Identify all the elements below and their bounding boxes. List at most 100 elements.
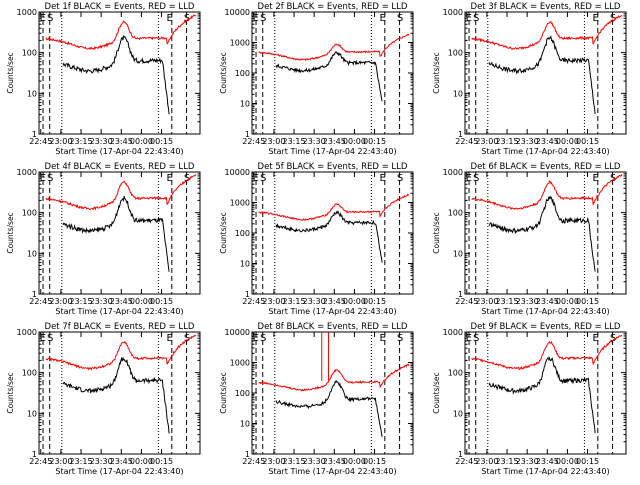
x-tick-label: 23:15 [70, 297, 93, 306]
marker-e-left: E [466, 333, 472, 344]
plot-frame [464, 331, 627, 455]
x-tick-label: 00:00 [343, 457, 366, 466]
x-tick-label: 00:15 [576, 137, 599, 146]
y-tick-label: 100 [235, 229, 250, 238]
y-tick-label: 100 [235, 389, 250, 398]
x-tick-label: 23:00 [475, 457, 498, 466]
marker-s-right: S [610, 173, 616, 184]
x-tick-label: 22:45 [242, 137, 265, 146]
y-axis-label: Counts/sec [6, 52, 15, 93]
x-tick-label: 23:00 [262, 457, 285, 466]
marker-e-right: E [592, 13, 598, 24]
marker-s-left: S [260, 13, 266, 24]
y-axis-label: Counts/sec [219, 372, 228, 413]
y-tick-label: 100 [235, 69, 250, 78]
x-tick-label: 00:00 [556, 297, 579, 306]
x-tick-label: 00:00 [130, 137, 153, 146]
x-tick-label: 22:45 [455, 297, 478, 306]
y-tick-label: 10 [453, 249, 463, 258]
marker-e-right: E [592, 333, 598, 344]
plot-frame [464, 171, 627, 295]
series-lld-line [45, 14, 197, 51]
x-tick-label: 23:45 [110, 457, 133, 466]
y-tick-label: 1 [458, 450, 463, 459]
marker-s-left: S [47, 13, 53, 24]
x-tick-label: 23:15 [70, 137, 93, 146]
chart-title: Det 8f BLACK = Events, RED = LLD [258, 322, 408, 332]
x-tick-label: 00:00 [343, 137, 366, 146]
marker-e-left: E [466, 173, 472, 184]
y-tick-label: 1 [458, 290, 463, 299]
marker-s-right: S [397, 13, 403, 24]
series-lld-line [258, 33, 410, 62]
x-tick-label: 23:00 [49, 457, 72, 466]
x-tick-label: 22:45 [242, 457, 265, 466]
series-events-line [275, 50, 383, 102]
series-events-line [62, 356, 170, 434]
y-tick-label: 100 [448, 369, 463, 378]
x-tick-label: 23:30 [516, 457, 539, 466]
y-tick-label: 100 [22, 209, 37, 218]
marker-s-right: S [397, 333, 403, 344]
y-tick-label: 1000 [230, 39, 250, 48]
x-tick-label: 22:45 [29, 457, 52, 466]
x-tick-label: 23:00 [49, 137, 72, 146]
marker-s-right: S [610, 333, 616, 344]
marker-s-left: S [473, 13, 479, 24]
y-tick-label: 1000 [443, 328, 463, 337]
y-tick-label: 1000 [230, 359, 250, 368]
x-tick-label: 23:30 [90, 137, 113, 146]
x-tick-label: 23:30 [90, 297, 113, 306]
series-lld-line [45, 174, 197, 211]
y-axis-label: Counts/sec [6, 372, 15, 413]
series-events-line [62, 195, 170, 272]
x-tick-label: 23:45 [110, 137, 133, 146]
y-tick-label: 1 [32, 450, 37, 459]
x-axis-label: Start Time (17-Apr-04 22:43:40) [268, 147, 396, 156]
y-tick-label: 1000 [443, 8, 463, 17]
x-tick-label: 23:45 [536, 457, 559, 466]
series-lld-line [45, 334, 197, 371]
chart-title: Det 4f BLACK = Events, RED = LLD [45, 162, 195, 172]
x-tick-label: 23:15 [496, 457, 519, 466]
x-tick-label: 23:45 [323, 137, 346, 146]
marker-e-left: E [466, 13, 472, 24]
y-tick-label: 1000 [17, 328, 37, 337]
x-axis-label: Start Time (17-Apr-04 22:43:40) [268, 467, 396, 476]
x-axis-label: Start Time (17-Apr-04 22:43:40) [55, 467, 183, 476]
x-tick-label: 23:45 [110, 297, 133, 306]
x-axis-label: Start Time (17-Apr-04 22:43:40) [55, 307, 183, 316]
series-events-line [488, 356, 596, 434]
series-lld-line [471, 14, 623, 51]
x-tick-label: 23:45 [536, 297, 559, 306]
marker-s-left: S [260, 173, 266, 184]
x-tick-label: 23:00 [475, 137, 498, 146]
x-axis-label: Start Time (17-Apr-04 22:43:40) [481, 307, 609, 316]
chart-panel-5: Det 5f BLACK = Events, RED = LLD 1 10 100 10… [219, 162, 414, 316]
x-tick-label: 22:45 [29, 297, 52, 306]
marker-s-right: S [610, 13, 616, 24]
marker-e-right: E [592, 173, 598, 184]
chart-panel-8: Det 8f BLACK = Events, RED = LLD 1 10 100 10… [219, 322, 414, 476]
y-tick-label: 10000 [225, 168, 250, 177]
x-tick-label: 23:15 [496, 297, 519, 306]
x-tick-label: 22:45 [455, 137, 478, 146]
marker-s-right: S [184, 173, 190, 184]
x-tick-label: 00:15 [150, 457, 173, 466]
y-tick-label: 10 [240, 420, 250, 429]
x-tick-label: 23:15 [496, 137, 519, 146]
x-tick-label: 23:45 [323, 457, 346, 466]
x-tick-label: 00:15 [576, 297, 599, 306]
y-tick-label: 10 [453, 409, 463, 418]
x-tick-label: 00:15 [363, 297, 386, 306]
x-tick-label: 23:45 [536, 137, 559, 146]
x-tick-label: 00:00 [130, 297, 153, 306]
marker-e-right: E [166, 13, 172, 24]
chart-title: Det 9f BLACK = Events, RED = LLD [471, 322, 621, 332]
y-tick-label: 10 [27, 249, 37, 258]
marker-e-right: E [379, 13, 385, 24]
chart-title: Det 3f BLACK = Events, RED = LLD [471, 2, 621, 12]
x-tick-label: 23:30 [303, 457, 326, 466]
x-tick-label: 23:00 [262, 137, 285, 146]
